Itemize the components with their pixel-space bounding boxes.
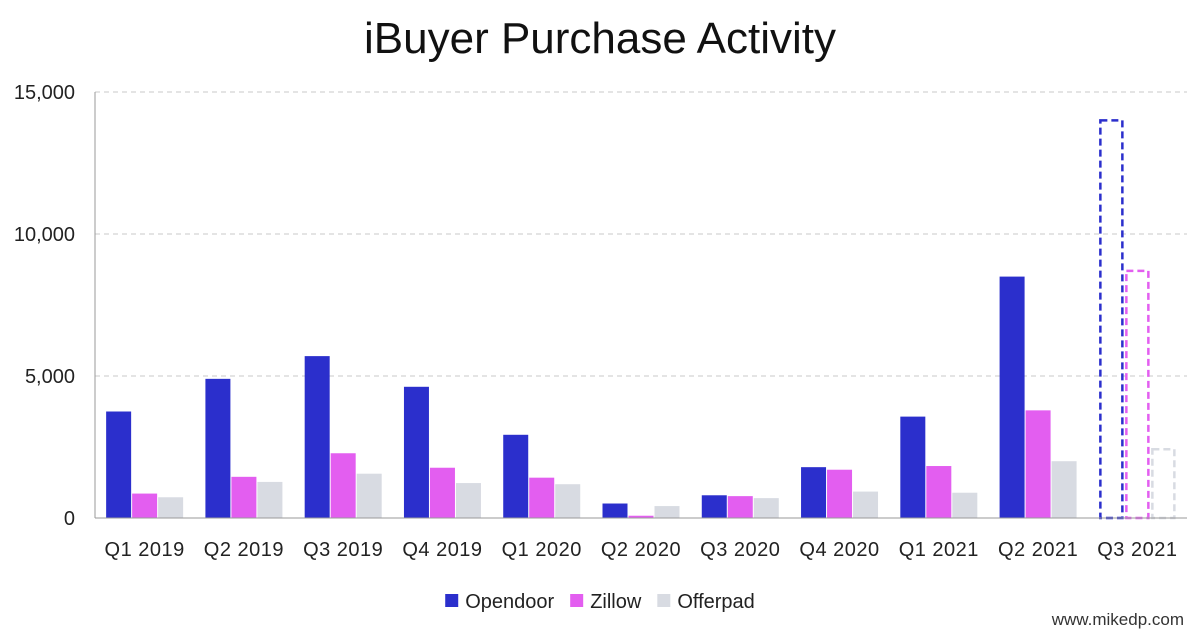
bar-offerpad-q4-2020	[853, 491, 879, 518]
bar-zillow-q4-2019	[429, 467, 455, 518]
legend-label-opendoor: Opendoor	[465, 591, 554, 613]
bar-opendoor-q3-2021	[1099, 119, 1124, 520]
bar-offerpad-q3-2019	[356, 473, 382, 518]
bar-zillow-q1-2020	[529, 477, 555, 518]
bar-opendoor-q3-2020	[701, 495, 727, 518]
bar-opendoor-q2-2021	[999, 276, 1025, 518]
y-tick-label: 10,000	[14, 224, 75, 246]
bar-zillow-q3-2021	[1125, 269, 1150, 520]
bar-zillow-q1-2021	[926, 466, 952, 518]
bar-zillow-q2-2019	[231, 476, 257, 518]
chart-title: iBuyer Purchase Activity	[364, 14, 836, 63]
bar-zillow-q3-2019	[330, 453, 356, 518]
legend-swatch-offerpad	[657, 594, 671, 607]
x-tick-label: Q4 2020	[799, 539, 879, 561]
bar-offerpad-q1-2020	[555, 484, 581, 518]
x-tick-label: Q3 2019	[303, 539, 383, 561]
x-tick-label: Q4 2019	[402, 539, 482, 561]
bar-opendoor-q1-2020	[503, 434, 529, 518]
legend-swatch-zillow	[570, 594, 584, 607]
bar-offerpad-q2-2019	[257, 481, 283, 518]
legend: Opendoor Zillow Offerpad	[445, 591, 755, 613]
y-tick-label: 15,000	[14, 82, 75, 104]
x-tick-label: Q2 2019	[204, 539, 284, 561]
y-tick-label: 5,000	[25, 366, 75, 388]
bar-opendoor-q4-2020	[801, 467, 827, 518]
bar-opendoor-q1-2019	[106, 411, 132, 518]
bar-opendoor-q1-2021	[900, 416, 926, 518]
x-tick-label: Q1 2020	[502, 539, 582, 561]
x-tick-label: Q1 2019	[105, 539, 185, 561]
bar-opendoor-q2-2019	[205, 378, 231, 518]
bars	[106, 119, 1176, 520]
bar-offerpad-q4-2019	[455, 483, 481, 518]
bar-offerpad-q3-2020	[753, 498, 779, 518]
watermark: www.mikedp.com	[1051, 610, 1184, 629]
bar-opendoor-q2-2020	[602, 503, 628, 518]
bar-offerpad-q1-2021	[952, 492, 978, 518]
bar-zillow-q1-2019	[132, 493, 158, 518]
x-tick-label: Q2 2020	[601, 539, 681, 561]
x-tick-label: Q1 2021	[899, 539, 979, 561]
axes: 0 5,000 10,000 15,000 Q1 2019 Q2 2019 Q3 2019 Q…	[14, 82, 1187, 561]
bar-zillow-q2-2020	[628, 515, 654, 518]
bar-opendoor-q3-2019	[304, 356, 330, 518]
bar-zillow-q3-2020	[727, 496, 753, 518]
x-tick-label: Q3 2021	[1097, 539, 1177, 561]
bar-offerpad-q2-2021	[1051, 461, 1077, 518]
x-tick-label: Q3 2020	[700, 539, 780, 561]
legend-swatch-opendoor	[445, 594, 459, 607]
bar-offerpad-q1-2019	[158, 497, 184, 518]
bar-offerpad-q2-2020	[654, 506, 680, 518]
legend-label-offerpad: Offerpad	[677, 591, 754, 613]
bar-zillow-q4-2020	[827, 469, 853, 518]
bar-offerpad-q3-2021	[1151, 448, 1176, 520]
x-tick-label: Q2 2021	[998, 539, 1078, 561]
bar-zillow-q2-2021	[1025, 410, 1051, 518]
legend-label-zillow: Zillow	[590, 591, 642, 613]
y-tick-label: 0	[64, 508, 75, 530]
bar-opendoor-q4-2019	[403, 386, 429, 518]
